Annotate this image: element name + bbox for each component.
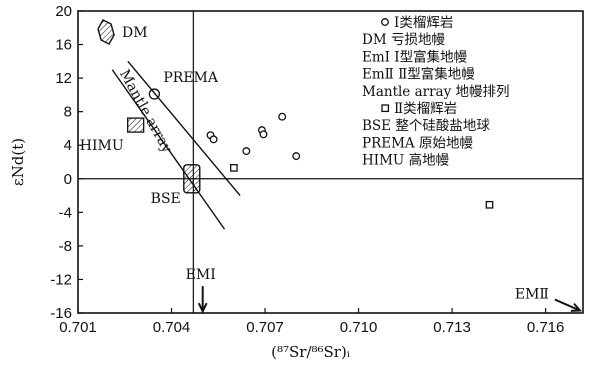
reservoir-dm-field: [97, 19, 115, 45]
legend-entry: EmⅡ Ⅱ型富集地幔: [362, 66, 475, 83]
arrow-shaft: [554, 298, 581, 312]
x-tick-label: 0.713: [433, 319, 471, 336]
y-tick-label: 16: [55, 37, 72, 54]
data-point-type-1: [278, 112, 287, 121]
reservoir-label: PREMA: [163, 70, 219, 86]
mantle-array-lower-line: [111, 69, 226, 230]
y-tick-label: 0: [64, 171, 72, 188]
mantle-array-upper-line: [127, 60, 241, 197]
legend-entry: BSE 整个硅酸盐地球: [362, 118, 490, 134]
plot-frame: [77, 10, 584, 314]
y-tick-label: 8: [64, 104, 72, 121]
y-tick-label: 20: [55, 3, 72, 20]
legend-entry: HIMU 高地幔: [362, 152, 450, 169]
data-point-type-1: [209, 135, 218, 144]
legend-entry: Ⅱ类榴辉岩: [394, 101, 457, 117]
y-tick-label: 4: [64, 137, 72, 154]
reservoir-prema-marker: [148, 88, 161, 100]
legend-entry: Ⅰ类榴辉岩: [394, 15, 453, 31]
y-tick-label: -4: [59, 204, 72, 221]
legend-symbol-square: [381, 104, 390, 113]
reservoir-label: DM: [122, 25, 148, 41]
arrow-head: [197, 302, 208, 314]
y-axis-label: εNd(t): [9, 138, 27, 186]
data-point-type-1: [259, 130, 268, 139]
legend-entry: PREMA 原始地幔: [362, 135, 473, 151]
y-tick-label: -8: [59, 238, 72, 255]
data-point-type-2: [230, 164, 238, 172]
legend-symbol-circle: [381, 18, 389, 26]
reservoir-label: HIMU: [80, 138, 124, 154]
legend-entry: DM 亏损地幔: [362, 32, 445, 48]
x-tick-label: 0.704: [153, 319, 191, 336]
reservoir-bse-field: [183, 164, 201, 194]
data-point-type-1: [292, 152, 301, 161]
reservoir-label: BSE: [151, 191, 181, 207]
arrow-label: EMⅠ: [186, 267, 216, 283]
reservoir-himu-field: [127, 117, 145, 133]
arrow-head: [570, 302, 582, 312]
x-tick-label: 0.716: [527, 319, 565, 336]
x-tick-label: 0.710: [340, 319, 378, 336]
x-axis-label: (⁸⁷Sr/⁸⁶Sr)ᵢ: [271, 343, 350, 361]
x-tick-label: 0.701: [59, 319, 97, 336]
data-point-type-2: [485, 200, 494, 209]
x-tick-label: 0.707: [246, 319, 284, 336]
legend-entry: EmⅠ Ⅰ型富集地幔: [362, 48, 468, 65]
data-point-type-1: [242, 147, 251, 156]
y-tick-label: 12: [55, 70, 72, 87]
legend-entry: Mantle array 地幔排列: [362, 84, 510, 100]
y-tick-label: -12: [50, 271, 72, 288]
arrow-label: EMⅡ: [515, 287, 549, 303]
y-tick-label: -16: [50, 305, 72, 322]
